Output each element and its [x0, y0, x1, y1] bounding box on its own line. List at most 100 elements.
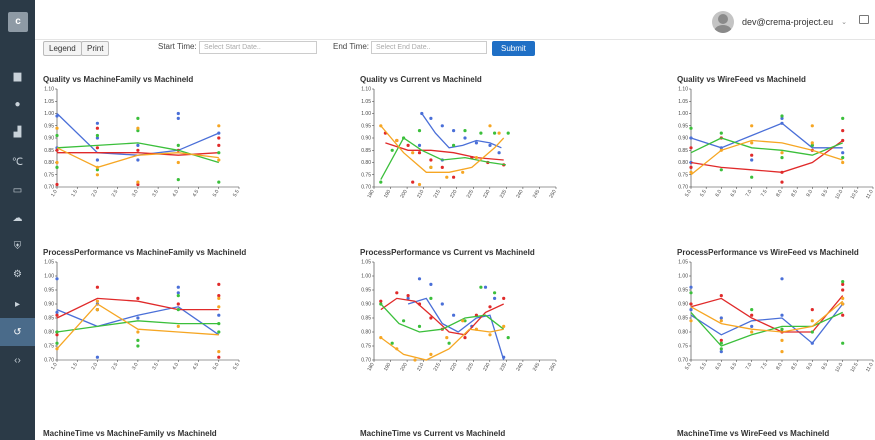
- chart-title: MachineTime vs MachineFamily vs MachineI…: [43, 429, 217, 438]
- data-point-blue: [440, 124, 444, 128]
- logo[interactable]: c: [8, 12, 28, 32]
- data-point-red: [841, 313, 845, 317]
- monitor-icon[interactable]: ▭: [12, 184, 23, 196]
- chevron-down-icon[interactable]: ⌄: [841, 19, 847, 26]
- x-tick-label: 1.5: [70, 362, 79, 371]
- data-point-red: [841, 288, 845, 292]
- data-point-green: [379, 180, 383, 184]
- x-tick-label: 3.5: [151, 189, 160, 198]
- settings-icon[interactable]: ⚙: [13, 268, 22, 280]
- palette-icon[interactable]: ●: [14, 98, 21, 110]
- factory-icon[interactable]: ▟: [13, 126, 22, 138]
- data-point-blue: [420, 111, 424, 116]
- x-tick-label: 5.0: [684, 362, 693, 371]
- x-tick-label: 2.5: [111, 362, 120, 371]
- y-tick-label: 0.90: [678, 302, 688, 308]
- temperature-icon[interactable]: ℃: [11, 156, 24, 168]
- message-icon[interactable]: [859, 15, 869, 24]
- trend-line-green: [56, 320, 219, 333]
- data-point-red: [502, 296, 506, 300]
- trend-line-red: [690, 295, 844, 333]
- data-point-red: [417, 302, 422, 306]
- trend-line-blue: [421, 113, 502, 149]
- data-point-orange: [95, 165, 99, 169]
- data-point-orange: [810, 319, 814, 323]
- series-orange: [379, 124, 505, 187]
- y-tick-label: 1.00: [678, 274, 688, 280]
- cloud-icon[interactable]: ☁: [12, 212, 23, 224]
- y-tick-label: 0.95: [361, 123, 371, 129]
- start-date-input[interactable]: Select Start Date..: [199, 41, 317, 54]
- y-tick-label: 1.05: [44, 260, 54, 266]
- data-point-red: [429, 158, 433, 162]
- data-point-green: [463, 319, 467, 323]
- data-point-red: [719, 294, 723, 298]
- data-point-orange: [95, 308, 99, 312]
- y-tick-label: 0.80: [678, 330, 688, 336]
- data-point-green: [136, 338, 140, 342]
- data-point-red: [440, 165, 444, 169]
- data-point-orange: [417, 182, 422, 187]
- data-point-blue: [217, 131, 221, 135]
- data-point-orange: [136, 126, 140, 130]
- x-tick-label: 7.5: [760, 362, 769, 371]
- scatter-chart: 0.70 0.75 0.80 0.85 0.90 0.95 1.00 1.05 180 190 20…: [361, 260, 558, 373]
- data-point-blue: [55, 310, 59, 314]
- data-point-orange: [750, 141, 754, 145]
- y-tick-label: 1.10: [678, 87, 688, 93]
- data-point-blue: [95, 158, 99, 162]
- data-point-orange: [379, 336, 383, 340]
- briefcase-icon[interactable]: ▆: [13, 70, 22, 82]
- series-orange: [55, 124, 221, 184]
- y-tick-label: 0.70: [678, 185, 688, 191]
- history-icon[interactable]: ↺: [0, 318, 35, 346]
- data-point-green: [689, 126, 693, 130]
- x-tick-label: 210: [416, 362, 425, 372]
- user-email[interactable]: dev@crema-project.eu: [741, 17, 834, 27]
- shield-icon[interactable]: ⛨: [13, 240, 22, 252]
- data-point-orange: [474, 156, 478, 160]
- data-point-green: [810, 330, 814, 334]
- chart-title: Quality vs MachineFamily vs MachineId: [43, 75, 194, 84]
- start-time-label: Start Time:: [158, 42, 197, 51]
- user-menu[interactable]: dev@crema-project.eu ⌄: [711, 11, 847, 33]
- play-icon[interactable]: ▸: [14, 298, 21, 310]
- y-tick-label: 1.00: [44, 111, 54, 117]
- data-point-red: [55, 313, 59, 317]
- data-point-red: [689, 146, 693, 150]
- x-tick-label: 8.5: [790, 189, 799, 198]
- data-point-orange: [217, 124, 221, 128]
- trend-line-green: [380, 303, 505, 333]
- print-button[interactable]: Print: [81, 41, 110, 56]
- submit-button[interactable]: Submit: [492, 41, 535, 56]
- data-point-orange: [395, 138, 399, 143]
- y-tick-label: 0.90: [361, 302, 371, 308]
- end-date-input[interactable]: Select End Date..: [371, 41, 487, 54]
- x-tick-label: 5.0: [212, 189, 221, 198]
- data-point-green: [506, 131, 510, 135]
- y-tick-label: 0.70: [361, 358, 371, 364]
- data-point-red: [841, 282, 845, 286]
- x-tick-label: 9.0: [805, 189, 814, 198]
- data-point-orange: [395, 347, 399, 351]
- code-icon[interactable]: ‹›: [14, 354, 21, 366]
- data-point-red: [217, 294, 221, 298]
- avatar[interactable]: [711, 11, 734, 33]
- data-point-orange: [55, 347, 59, 351]
- series-orange: [55, 296, 221, 354]
- topbar: dev@crema-project.eu ⌄: [35, 0, 875, 40]
- data-point-green: [493, 131, 497, 135]
- legend-button[interactable]: Legend: [43, 41, 82, 56]
- x-tick-label: 8.0: [775, 362, 784, 371]
- y-tick-label: 0.95: [361, 288, 371, 294]
- data-point-orange: [95, 299, 99, 303]
- x-tick-label: 9.5: [821, 362, 830, 371]
- data-point-blue: [750, 158, 754, 162]
- data-point-green: [417, 324, 422, 328]
- data-point-orange: [176, 324, 180, 328]
- data-point-green: [95, 168, 99, 172]
- scatter-chart: 0.70 0.75 0.80 0.85 0.90 0.95 1.00 1.05 5.0 5.5 6.…: [678, 260, 875, 374]
- data-point-blue: [689, 308, 693, 312]
- x-tick-label: 230: [482, 362, 491, 372]
- data-point-blue: [780, 116, 784, 120]
